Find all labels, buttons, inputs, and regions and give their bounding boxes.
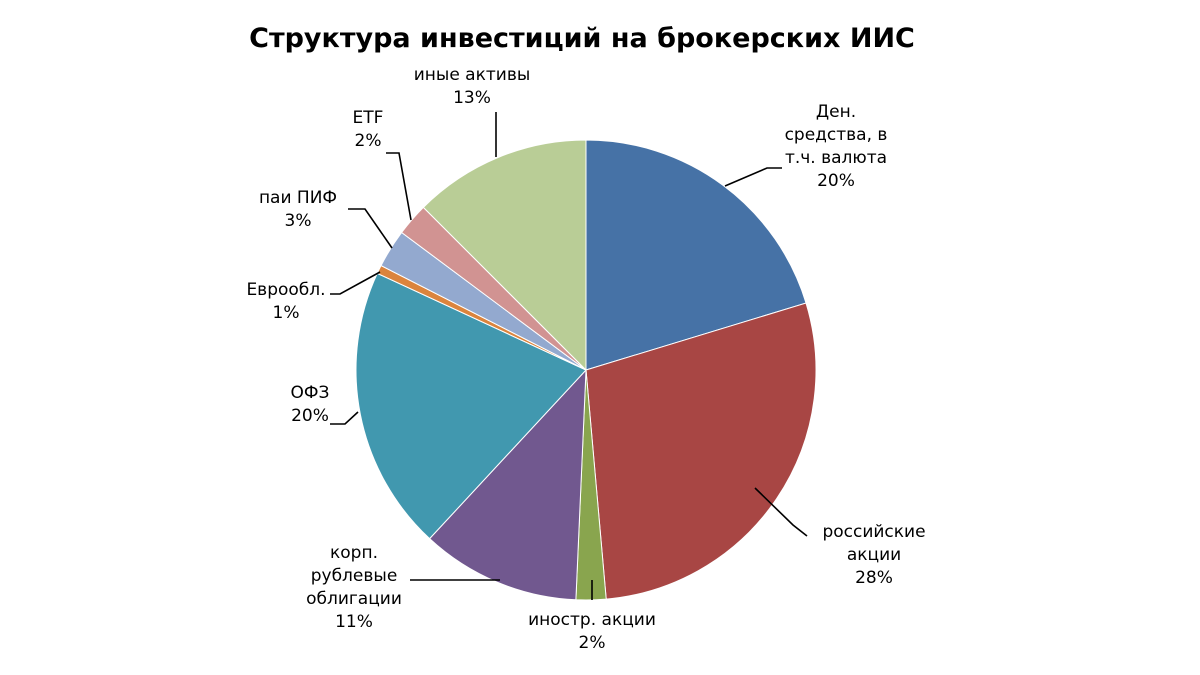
slice-name-line: облигации (306, 589, 402, 609)
slice-labels: Ден. средства, в т.ч. валюта 20% российские а… (246, 65, 925, 653)
slice-label-1: Ден. средства, в т.ч. валюта 20% (785, 102, 888, 191)
leader-line-1 (724, 167, 782, 187)
pie-slice-1 (585, 139, 807, 371)
leader-line-2 (754, 487, 808, 537)
slice-label-4: корп. рублевые облигации 11% (306, 543, 402, 632)
slice-percent: 2% (579, 633, 606, 653)
pie-slice-9 (422, 139, 587, 372)
pie-slices (355, 139, 817, 601)
slice-name-line: иностр. акции (528, 610, 656, 630)
slice-name-line: Еврообл. (246, 280, 325, 300)
leader-line-8 (386, 152, 412, 221)
leader-lines (330, 112, 808, 600)
slice-name-line: Ден. (816, 102, 856, 122)
slice-name-line: акции (847, 545, 901, 565)
leader-line-5 (330, 411, 359, 425)
slice-label-5: ОФЗ 20% (291, 383, 330, 426)
leader-line-7 (348, 208, 393, 249)
slice-percent: 13% (453, 88, 491, 108)
slice-name-line: ОФЗ (291, 383, 330, 403)
slice-percent: 28% (855, 568, 893, 588)
slice-percent: 3% (285, 211, 312, 231)
slice-name-line: рублевые (311, 566, 398, 586)
slice-percent: 20% (817, 171, 855, 191)
slice-name-line: корп. (330, 543, 378, 563)
slice-percent: 2% (355, 131, 382, 151)
slice-percent: 20% (291, 406, 329, 426)
slice-name-line: средства, в (785, 125, 888, 145)
slice-label-6: Еврообл. 1% (246, 280, 325, 323)
slice-name-line: паи ПИФ (259, 188, 337, 208)
slice-label-8: ETF 2% (353, 108, 384, 151)
slice-label-3: иностр. акции 2% (528, 610, 656, 653)
slice-label-7: паи ПИФ 3% (259, 188, 337, 231)
slice-name-line: т.ч. валюта (785, 148, 887, 168)
slice-name-line: иные активы (414, 65, 531, 85)
slice-name-line: российские (822, 522, 925, 542)
leader-line-6 (330, 271, 381, 295)
slice-label-9: иные активы 13% (414, 65, 531, 108)
slice-name-line: ETF (353, 108, 384, 128)
slice-percent: 1% (273, 303, 300, 323)
pie-slice-5 (355, 272, 587, 540)
chart-title: Структура инвестиций на брокерских ИИС (249, 23, 915, 54)
pie-slice-2 (585, 302, 817, 600)
slice-percent: 11% (335, 612, 373, 632)
slice-label-2: российские акции 28% (822, 522, 925, 588)
pie-slice-4 (428, 368, 587, 601)
